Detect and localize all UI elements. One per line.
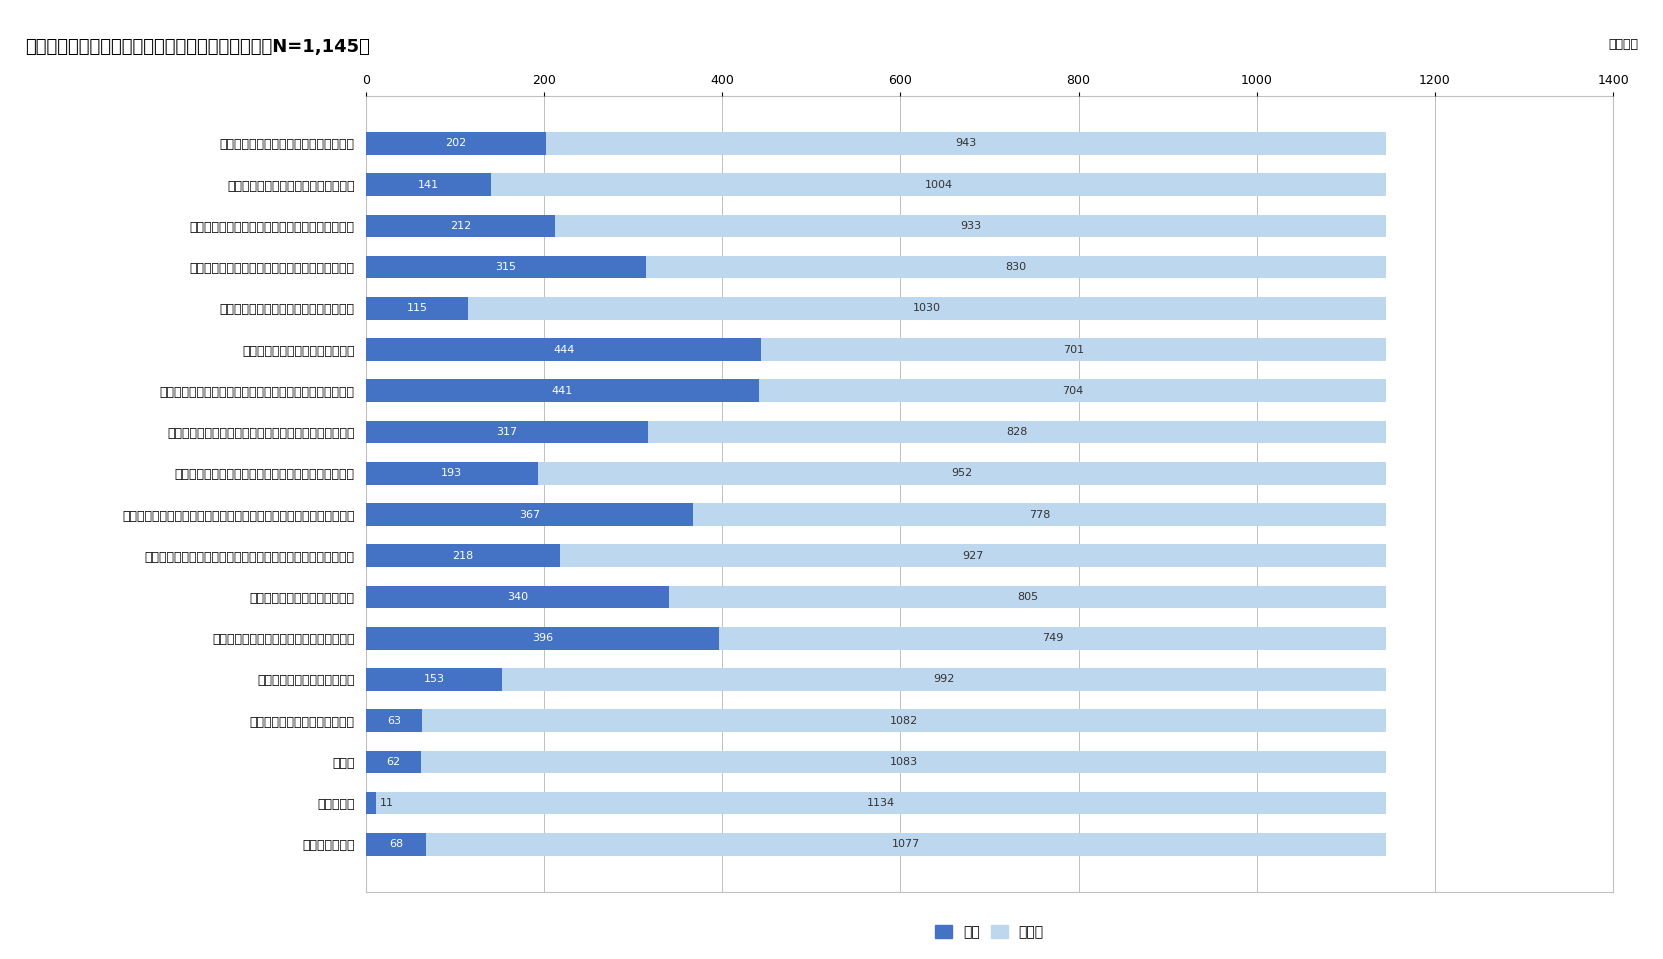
Bar [422,710,1385,732]
Bar [718,627,1385,649]
Bar [366,503,693,526]
Text: 1004: 1004 [925,179,953,190]
Text: 828: 828 [1006,427,1028,437]
Text: 62: 62 [386,757,401,767]
Text: 704: 704 [1061,386,1083,396]
Bar [366,710,422,732]
Bar [366,132,545,154]
Text: 1134: 1134 [866,798,895,808]
Text: 単位：人: 単位：人 [1608,38,1638,52]
Text: 141: 141 [417,179,439,190]
Text: 115: 115 [406,303,427,314]
Text: 1082: 1082 [890,715,918,726]
Bar [366,627,718,649]
Bar [537,462,1385,484]
Text: 153: 153 [424,674,444,685]
Text: 193: 193 [441,468,462,479]
Bar [502,668,1385,690]
Bar [366,297,469,319]
Text: 830: 830 [1006,262,1026,272]
Bar [560,545,1385,567]
Bar [366,421,649,443]
Bar [366,174,492,196]
Bar [693,503,1385,526]
Bar [366,586,669,608]
Bar [366,256,647,278]
Bar [366,215,555,237]
Bar [555,215,1385,237]
Bar [366,668,502,690]
Text: 317: 317 [497,427,517,437]
Text: 315: 315 [496,262,517,272]
Bar [545,132,1385,154]
Bar [426,833,1385,855]
Bar [762,339,1385,361]
Text: 943: 943 [955,138,976,149]
Text: 952: 952 [951,468,973,479]
Bar [649,421,1385,443]
Bar [647,256,1385,278]
Bar [492,174,1385,196]
Text: 1083: 1083 [890,757,918,767]
Bar [366,339,762,361]
Bar [366,792,376,814]
Text: 749: 749 [1041,633,1063,643]
Text: 212: 212 [449,221,471,231]
Bar [376,792,1385,814]
Text: 68: 68 [389,839,402,850]
Text: 444: 444 [554,344,574,355]
Text: 927: 927 [963,550,984,561]
Text: 図表４．政府の少子化対策へ期待していない理由（N=1,145）: 図表４．政府の少子化対策へ期待していない理由（N=1,145） [25,38,369,57]
Text: 1030: 1030 [913,303,941,314]
Text: 367: 367 [519,509,540,520]
Text: 778: 778 [1029,509,1049,520]
Text: 11: 11 [381,798,394,808]
Text: 202: 202 [446,138,466,149]
Text: 218: 218 [452,550,474,561]
Text: 63: 63 [387,715,401,726]
Text: 1077: 1077 [891,839,920,850]
Bar [366,833,426,855]
Bar [469,297,1385,319]
Bar [366,751,421,773]
Bar [758,380,1385,402]
Text: 701: 701 [1063,344,1084,355]
Text: 805: 805 [1016,592,1038,602]
Text: 340: 340 [507,592,527,602]
Text: 992: 992 [933,674,955,685]
Text: 441: 441 [552,386,574,396]
Bar [366,380,758,402]
Text: 396: 396 [532,633,552,643]
Bar [366,462,537,484]
Bar [669,586,1385,608]
Bar [421,751,1385,773]
Text: 933: 933 [960,221,981,231]
Legend: はい, いいえ: はい, いいえ [930,920,1049,945]
Bar [366,545,560,567]
